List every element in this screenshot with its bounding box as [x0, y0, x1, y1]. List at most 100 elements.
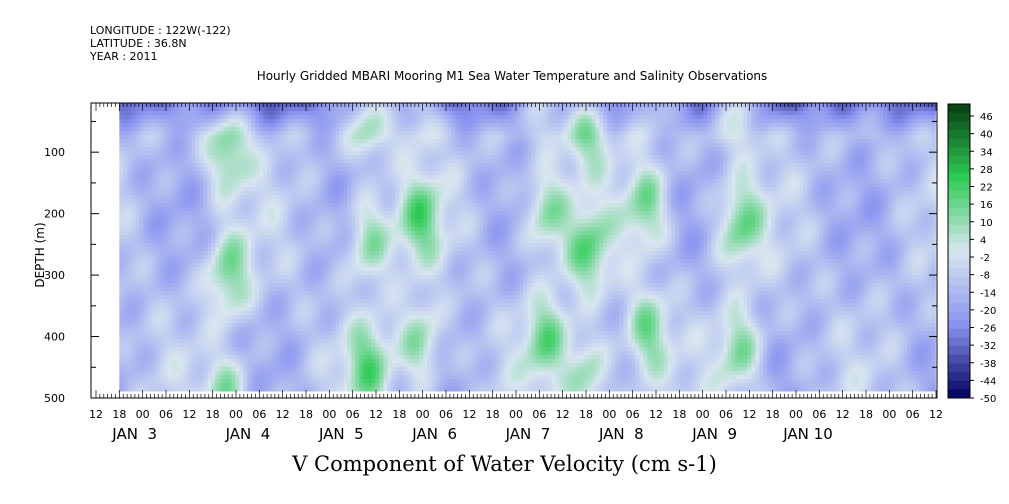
heatmap-cell: [667, 147, 672, 152]
heatmap-cell: [707, 115, 712, 120]
heatmap-cell: [283, 159, 288, 164]
heatmap-cell: [219, 147, 224, 152]
heatmap-cell: [199, 167, 204, 172]
heatmap-cell: [923, 115, 928, 120]
heatmap-cell: [619, 163, 624, 168]
heatmap-cell: [439, 139, 444, 144]
heatmap-cell: [607, 139, 612, 144]
heatmap-cell: [355, 163, 360, 168]
heatmap-cell: [451, 119, 456, 124]
heatmap-cell: [791, 179, 796, 184]
heatmap-cell: [915, 187, 920, 192]
heatmap-cell: [343, 159, 348, 164]
heatmap-cell: [635, 187, 640, 192]
heatmap-cell: [383, 175, 388, 180]
heatmap-cell: [467, 123, 472, 128]
heatmap-cell: [855, 151, 860, 156]
heatmap-cell: [887, 159, 892, 164]
heatmap-cell: [463, 111, 468, 116]
heatmap-cell: [183, 167, 188, 172]
heatmap-cell: [815, 155, 820, 160]
heatmap-cell: [563, 163, 568, 168]
heatmap-cell: [767, 151, 772, 156]
heatmap-cell: [847, 171, 852, 176]
heatmap-cell: [583, 127, 588, 132]
heatmap-cell: [371, 191, 376, 196]
heatmap-cell: [515, 183, 520, 188]
heatmap-cell: [247, 159, 252, 164]
heatmap-cell: [495, 187, 500, 192]
heatmap-cell: [419, 175, 424, 180]
heatmap-cell: [663, 195, 668, 200]
heatmap-cell: [499, 115, 504, 120]
heatmap-cell: [923, 103, 928, 108]
heatmap-cell: [207, 167, 212, 172]
heatmap-cell: [327, 187, 332, 192]
heatmap-cell: [699, 151, 704, 156]
heatmap-cell: [339, 175, 344, 180]
heatmap-cell: [687, 191, 692, 196]
heatmap-cell: [767, 163, 772, 168]
heatmap-cell: [363, 139, 368, 144]
heatmap-cell: [923, 167, 928, 172]
heatmap-cell: [639, 155, 644, 160]
heatmap-cell: [491, 183, 496, 188]
heatmap-cell: [215, 151, 220, 156]
heatmap-cell: [683, 167, 688, 172]
heatmap-cell: [283, 135, 288, 140]
heatmap-cell: [327, 115, 332, 120]
heatmap-cell: [799, 103, 804, 108]
heatmap-cell: [415, 175, 420, 180]
heatmap-cell: [851, 127, 856, 132]
heatmap-cell: [899, 195, 904, 200]
heatmap-cell: [327, 147, 332, 152]
heatmap-cell: [255, 123, 260, 128]
heatmap-cell: [607, 187, 612, 192]
heatmap-cell: [367, 103, 372, 108]
heatmap-cell: [247, 151, 252, 156]
heatmap-cell: [791, 123, 796, 128]
heatmap-cell: [159, 139, 164, 144]
heatmap-cell: [399, 155, 404, 160]
heatmap-cell: [795, 187, 800, 192]
heatmap-cell: [783, 131, 788, 136]
heatmap-cell: [319, 123, 324, 128]
heatmap-cell: [879, 187, 884, 192]
heatmap-cell: [759, 183, 764, 188]
heatmap-cell: [131, 183, 136, 188]
heatmap-cell: [439, 167, 444, 172]
heatmap-cell: [907, 135, 912, 140]
heatmap-cell: [767, 103, 772, 108]
heatmap-cell: [863, 151, 868, 156]
heatmap-cell: [419, 123, 424, 128]
heatmap-cell: [287, 195, 292, 200]
heatmap-cell: [155, 123, 160, 128]
heatmap-cell: [343, 199, 348, 204]
heatmap-cell: [471, 147, 476, 152]
heatmap-cell: [163, 103, 168, 108]
heatmap-cell: [611, 159, 616, 164]
heatmap-cell: [671, 195, 676, 200]
heatmap-cell: [775, 155, 780, 160]
heatmap-cell: [315, 171, 320, 176]
heatmap-cell: [323, 147, 328, 152]
heatmap-cell: [663, 163, 668, 168]
heatmap-cell: [755, 195, 760, 200]
heatmap-cell: [719, 139, 724, 144]
heatmap-cell: [167, 131, 172, 136]
heatmap-cell: [131, 171, 136, 176]
heatmap-cell: [327, 167, 332, 172]
heatmap-cell: [607, 179, 612, 184]
heatmap-cell: [851, 143, 856, 148]
heatmap-cell: [907, 143, 912, 148]
heatmap-cell: [923, 147, 928, 152]
heatmap-cell: [239, 139, 244, 144]
heatmap-cell: [719, 115, 724, 120]
heatmap-cell: [455, 167, 460, 172]
heatmap-cell: [479, 191, 484, 196]
heatmap-cell: [551, 119, 556, 124]
heatmap-cell: [491, 123, 496, 128]
heatmap-cell: [303, 167, 308, 172]
heatmap-cell: [491, 147, 496, 152]
heatmap-cell: [835, 123, 840, 128]
